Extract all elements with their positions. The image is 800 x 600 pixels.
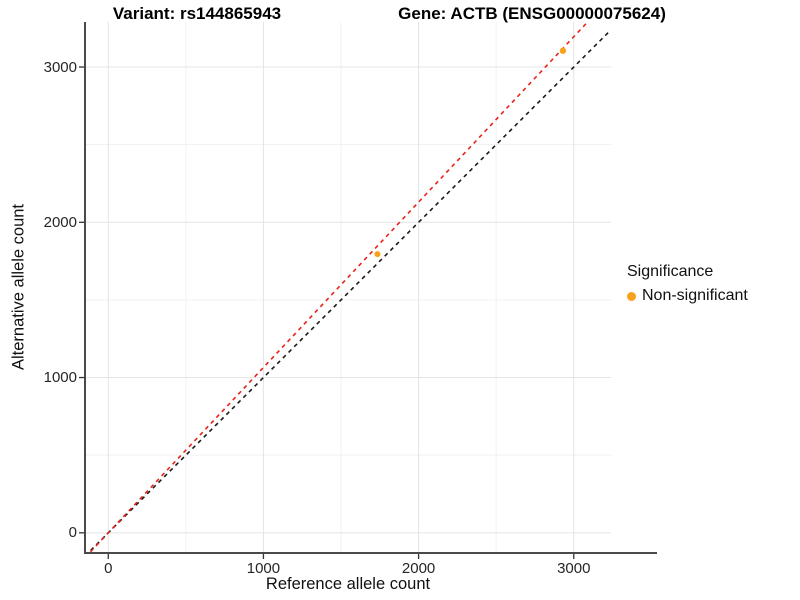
data-point	[559, 47, 567, 54]
allelic-ratio-line	[88, 22, 589, 553]
plot-title-variant: Variant: rs144865943	[112, 4, 282, 23]
legend-point-icon	[627, 291, 636, 301]
x-axis-title: Reference allele count	[265, 575, 431, 593]
legend-entry-non-significant: Non-significant	[627, 287, 748, 305]
legend: Significance Non-significant	[627, 263, 748, 305]
data-point	[374, 251, 381, 258]
legend-title: Significance	[627, 263, 714, 280]
y-axis-title: Alternative allele count	[9, 203, 28, 371]
identity-line	[86, 29, 611, 553]
plot-title-gene: Gene: ACTB (ENSG00000075624)	[398, 4, 666, 23]
legend-entry-label: Non-significant	[642, 287, 748, 304]
